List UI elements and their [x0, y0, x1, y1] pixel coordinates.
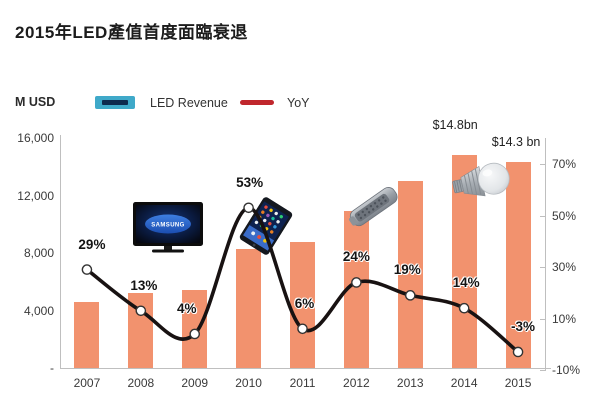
y-axis-left — [60, 135, 61, 368]
yoy-point-label: -3% — [511, 318, 536, 334]
yoy-point-label: 6% — [294, 295, 315, 311]
y-axis-right-tick — [540, 215, 546, 217]
led-street-light-icon — [346, 184, 402, 230]
y-axis-right-tick-label: 10% — [552, 311, 577, 326]
y-axis-right-tick — [540, 267, 546, 268]
yoy-point-marker — [81, 264, 93, 275]
bar-value-annotation: $14.3 bn — [491, 135, 541, 150]
bar-led-revenue — [128, 293, 154, 368]
bar-led-revenue — [343, 211, 369, 368]
y-axis-tick-label: 12,000 — [17, 188, 54, 203]
samsung-tv-icon: SAMSUNG — [133, 202, 203, 254]
ipad-tablet-icon — [238, 196, 293, 256]
yoy-swatch-icon — [240, 100, 274, 105]
led-revenue-swatch-inner — [102, 100, 128, 105]
y-axis-right-tick — [540, 318, 546, 320]
y-axis-right-tick — [540, 164, 546, 165]
yoy-point-label: 24% — [342, 249, 370, 265]
legend-led-revenue-label: LED Revenue — [150, 96, 228, 110]
led-bulb-icon — [452, 160, 514, 202]
page-title: 2015年LED產值首度面臨衰退 — [15, 23, 248, 42]
x-axis-year-label: 2009 — [181, 376, 209, 390]
y-axis-right — [545, 138, 546, 370]
y-axis-right-tick-label: 70% — [552, 157, 577, 171]
x-axis-year-label: 2008 — [127, 376, 155, 390]
y-axis-tick-label: 8,000 — [23, 246, 54, 260]
yoy-point-label: 53% — [236, 174, 264, 190]
y-axis-right-tick — [540, 370, 546, 371]
legend-yoy-label: YoY — [287, 96, 310, 110]
y-axis-tick-label: - — [50, 361, 54, 375]
bar-value-annotation: $14.8bn — [432, 118, 478, 133]
bar-led-revenue — [74, 301, 100, 368]
x-axis-year-label: 2007 — [73, 376, 101, 390]
led-revenue-swatch-icon — [95, 96, 135, 109]
y-axis-right-tick-label: 50% — [552, 208, 577, 223]
yoy-point-label: 19% — [393, 262, 421, 278]
x-axis — [60, 368, 551, 369]
yoy-point-label: 13% — [130, 277, 158, 293]
x-axis-year-label: 2015 — [504, 376, 532, 390]
axis-unit-label: M USD — [15, 95, 56, 109]
x-axis-year-label: 2011 — [289, 376, 316, 390]
x-axis-year-label: 2013 — [396, 376, 424, 390]
yoy-point-label: 29% — [78, 236, 106, 252]
x-axis-year-label: 2010 — [235, 376, 262, 390]
yoy-point-label: 14% — [452, 275, 480, 291]
y-axis-tick-label: 16,000 — [17, 131, 54, 145]
tv-brand-text: SAMSUNG — [151, 223, 184, 229]
y-axis-right-tick-label: 30% — [552, 260, 577, 274]
bar-led-revenue — [236, 248, 262, 368]
y-axis-tick-label: 4,000 — [23, 303, 54, 318]
y-axis-right-tick-label: -10% — [552, 363, 581, 377]
yoy-point-label: 4% — [176, 300, 197, 316]
yoy-point-marker — [243, 202, 254, 214]
x-axis-year-label: 2014 — [450, 376, 478, 390]
x-axis-year-label: 2012 — [343, 376, 370, 390]
